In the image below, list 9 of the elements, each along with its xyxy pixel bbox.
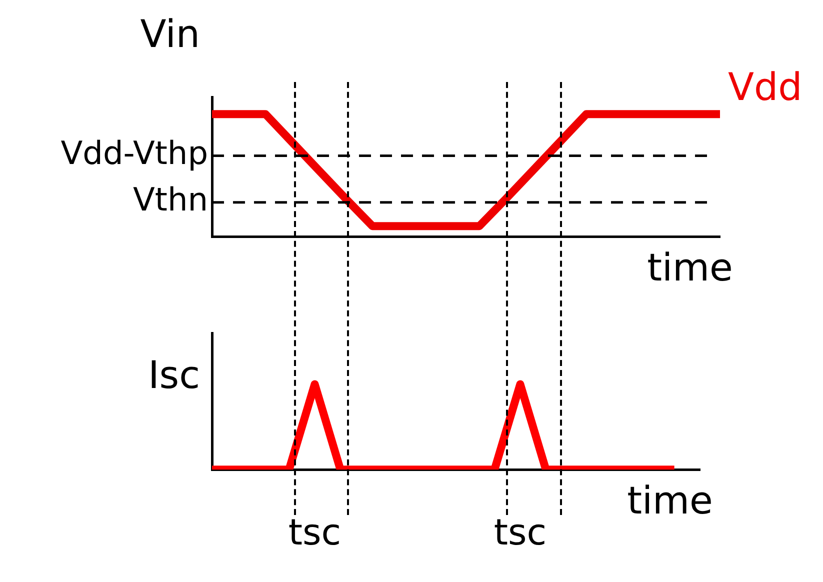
text: tsc [288, 512, 342, 554]
y-axis-title: Isc [148, 352, 200, 397]
ref-line-label: Vdd-Vthp [60, 134, 208, 172]
y-axis-title: Vin [140, 12, 200, 56]
series-label: Vdd [728, 65, 802, 110]
x-axis-title: time [627, 478, 713, 523]
x-axis-title: time [647, 246, 733, 290]
ref-line-label: Vthn [133, 180, 208, 219]
text: tsc [494, 512, 547, 554]
